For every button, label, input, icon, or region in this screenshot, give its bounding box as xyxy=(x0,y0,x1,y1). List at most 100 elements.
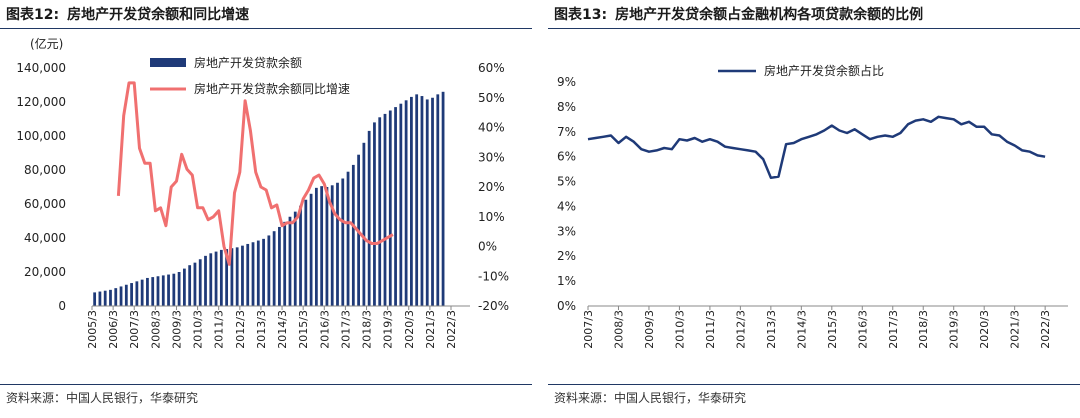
left-title-rule xyxy=(0,28,532,29)
bar xyxy=(246,243,250,306)
x-tick-label: 2014/3 xyxy=(795,310,808,349)
bar xyxy=(325,187,329,306)
bar xyxy=(441,91,445,306)
x-tick-label: 2018/3 xyxy=(361,310,374,349)
right-y-tick-label: 60% xyxy=(478,61,505,75)
left-y-tick-label: 60,000 xyxy=(24,197,66,211)
y-tick-label: 8% xyxy=(557,100,576,114)
y-tick-label: 3% xyxy=(557,224,576,238)
right-y-tick-label: -20% xyxy=(478,299,509,313)
right-y-tick-label: 20% xyxy=(478,180,505,194)
right-y-tick-label: 40% xyxy=(478,121,505,135)
x-tick-label: 2019/3 xyxy=(948,310,961,349)
x-tick-label: 2006/3 xyxy=(107,310,120,349)
bar xyxy=(103,290,107,306)
x-tick-label: 2021/3 xyxy=(1009,310,1022,349)
y-tick-label: 5% xyxy=(557,175,576,189)
x-tick-label: 2009/3 xyxy=(170,310,183,349)
right-y-tick-label: 50% xyxy=(478,91,505,105)
x-tick-label: 2012/3 xyxy=(734,310,747,349)
bar xyxy=(351,164,355,306)
left-y-tick-label: 80,000 xyxy=(24,163,66,177)
right-y-tick-label: 10% xyxy=(478,210,505,224)
bar xyxy=(278,226,281,306)
bar xyxy=(330,185,334,306)
bar xyxy=(135,281,139,306)
right-chart-number: 图表13: xyxy=(554,7,608,23)
x-tick-label: 2016/3 xyxy=(318,310,331,349)
legend-line-label: 房地产开发贷余额占比 xyxy=(764,63,884,78)
x-tick-label: 2013/3 xyxy=(255,310,268,349)
bar xyxy=(182,268,186,306)
y-tick-label: 7% xyxy=(557,125,576,139)
legend-line-label: 房地产开发贷款余额同比增速 xyxy=(194,81,350,96)
x-tick-label: 2005/3 xyxy=(86,310,99,349)
bar xyxy=(346,171,350,306)
bar xyxy=(124,284,128,306)
legend-bar-swatch xyxy=(150,58,186,67)
left-chart-title: 图表12: 房地产开发贷余额和同比增速 xyxy=(6,4,249,24)
bar xyxy=(151,277,155,306)
bar xyxy=(394,107,397,306)
bar xyxy=(114,288,118,306)
x-tick-label: 2011/3 xyxy=(704,310,717,349)
x-tick-label: 2011/3 xyxy=(213,310,226,349)
left-chart: (亿元) 0 20,000 40,000 60,000 80,000 100,000 120,… xyxy=(16,36,509,349)
bar xyxy=(241,245,244,306)
bar xyxy=(161,275,165,306)
bar xyxy=(262,238,265,306)
y-tick-label: 1% xyxy=(557,274,576,288)
bar xyxy=(336,182,339,306)
bar xyxy=(341,178,345,306)
x-tick-label: 2009/3 xyxy=(643,310,656,349)
left-y-tick-label: 100,000 xyxy=(16,129,66,143)
x-tick-label: 2010/3 xyxy=(192,310,205,349)
right-y-tick-label: -10% xyxy=(478,269,509,283)
bar xyxy=(93,292,97,306)
left-y-tick-label: 140,000 xyxy=(16,61,66,75)
bar xyxy=(378,117,382,306)
left-panel: 图表12: 房地产开发贷余额和同比增速 (亿元) 0 20,000 40,000 60,0… xyxy=(0,0,532,418)
x-tick-label: 2013/3 xyxy=(765,310,778,349)
y-tick-label: 9% xyxy=(557,75,576,89)
bar xyxy=(130,283,133,306)
bar xyxy=(304,199,308,306)
right-chart-title-text: 房地产开发贷余额占金融机构各项贷款余额的比例 xyxy=(615,7,924,23)
bar xyxy=(283,221,287,306)
bar xyxy=(272,231,276,306)
x-tick-label: 2019/3 xyxy=(382,310,395,349)
bar xyxy=(267,235,271,306)
bar xyxy=(425,99,429,306)
bar xyxy=(98,291,102,306)
bar xyxy=(373,122,376,307)
right-y-tick-label: 30% xyxy=(478,150,505,164)
x-tick-label: 2007/3 xyxy=(582,310,595,349)
bar xyxy=(146,277,149,306)
bar xyxy=(299,205,302,306)
right-chart: 0% 1% 2% 3% 4% 5% 6% 7% 8% 9% 2007/3 2008/3 2009/3 20… xyxy=(557,63,1068,349)
x-tick-label: 2014/3 xyxy=(276,310,289,349)
growth-line xyxy=(116,81,394,266)
bar xyxy=(193,262,197,306)
bar xyxy=(420,96,424,306)
left-axis-unit-label: (亿元) xyxy=(30,36,63,51)
bar xyxy=(383,113,387,307)
right-panel: 图表13: 房地产开发贷余额占金融机构各项贷款余额的比例 0% 1% 2% 3% 4% 5%… xyxy=(548,0,1080,418)
bar xyxy=(188,265,192,306)
left-y-tick-label: 40,000 xyxy=(24,231,66,245)
left-y-tick-label: 120,000 xyxy=(16,95,66,109)
bar xyxy=(235,247,239,306)
bar xyxy=(140,279,144,306)
left-source: 资料来源：中国人民银行，华泰研究 xyxy=(6,391,199,405)
legend-bar-label: 房地产开发贷款余额 xyxy=(194,55,302,70)
x-tick-label: 2010/3 xyxy=(673,310,686,349)
bar xyxy=(119,286,123,306)
bar xyxy=(314,187,318,306)
bar xyxy=(415,94,419,306)
x-tick-label: 2012/3 xyxy=(234,310,247,349)
x-tick-label: 2017/3 xyxy=(339,310,352,349)
bar xyxy=(436,94,440,306)
x-tick-label: 2020/3 xyxy=(978,310,991,349)
bar xyxy=(399,103,403,306)
bar xyxy=(362,142,366,306)
